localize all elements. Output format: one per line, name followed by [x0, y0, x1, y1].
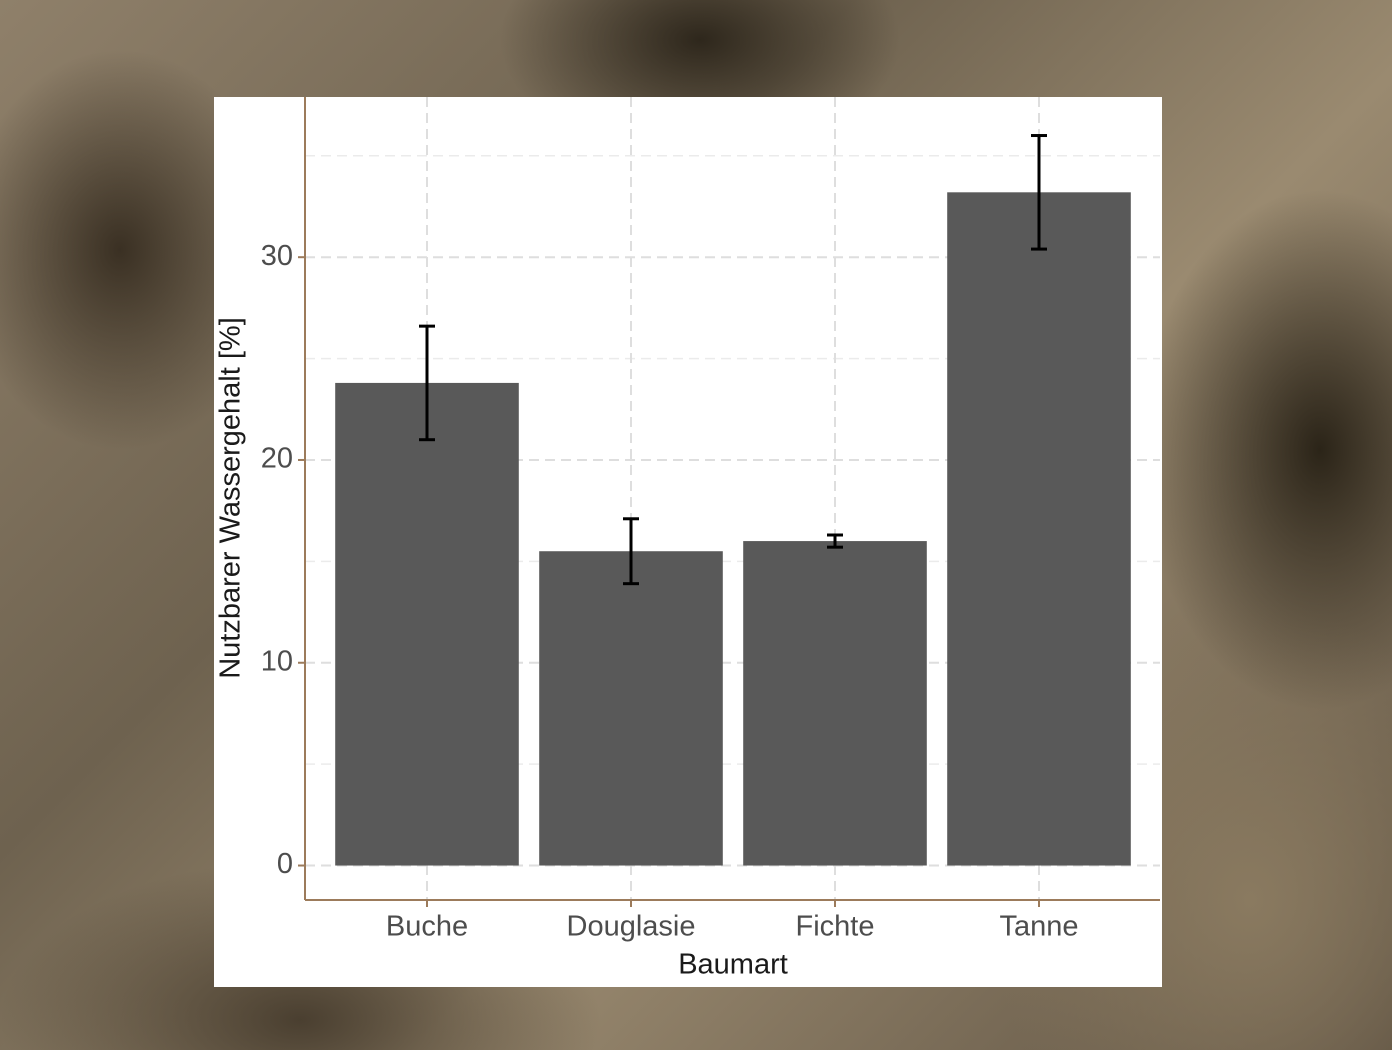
- y-tick-label: 0: [277, 848, 293, 880]
- bar: [947, 192, 1131, 865]
- x-tick-label: Douglasie: [567, 911, 696, 943]
- y-axis-title: Nutzbarer Wassergehalt [%]: [215, 317, 247, 679]
- x-tick-label: Tanne: [999, 911, 1078, 943]
- chart: Baumart Nutzbarer Wassergehalt [%] 0 10 20…: [0, 0, 1392, 1050]
- bar: [335, 383, 519, 866]
- y-tick-label: 20: [261, 443, 293, 475]
- x-tick-label: Buche: [386, 911, 468, 943]
- y-tick-label: 30: [261, 240, 293, 272]
- page: Baumart Nutzbarer Wassergehalt [%] 0 10 20…: [0, 0, 1392, 1050]
- bar: [743, 541, 927, 865]
- x-tick-label: Fichte: [796, 911, 875, 943]
- bar: [539, 551, 723, 865]
- y-tick-label: 10: [261, 645, 293, 677]
- x-axis-title: Baumart: [678, 949, 788, 981]
